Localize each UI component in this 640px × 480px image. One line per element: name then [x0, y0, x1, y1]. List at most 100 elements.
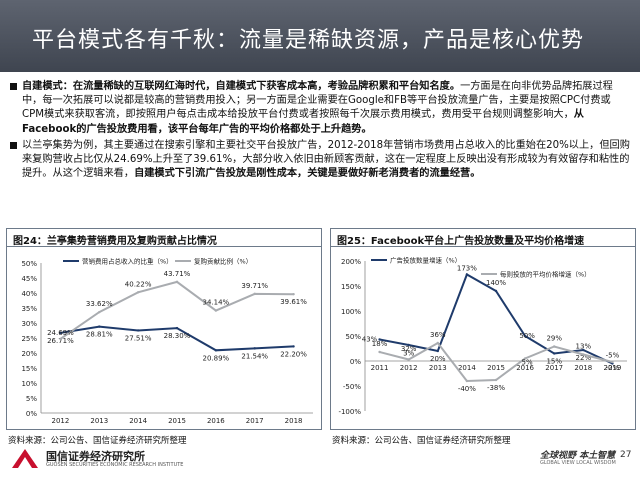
y-tick-label: 40% [21, 290, 37, 298]
x-tick-label: 2012 [52, 417, 70, 425]
chart25-heading: 图25：Facebook平台上广告投放数量及平均价格增速 [331, 229, 635, 247]
footer-org: 国信证券经济研究所 [46, 450, 145, 463]
chart25-svg: 200%150%100%50%0%-50%-100%2011 2012 2013 20… [338, 256, 627, 416]
bullet-icon [10, 83, 17, 90]
y-tick-label: 50% [345, 333, 361, 341]
data-label: 21.54% [241, 352, 268, 360]
x-tick-label: 2013 [429, 364, 447, 372]
y-tick-label: 200% [341, 258, 361, 266]
data-label: 50% [519, 332, 535, 340]
legend-label: 营销费用占总收入的比重（%） [82, 257, 173, 266]
data-point [59, 337, 62, 341]
y-tick-label: 5% [26, 395, 37, 403]
y-tick-label: -100% [338, 408, 361, 416]
data-label: 39.71% [241, 282, 268, 290]
legend-label: 复购贡献比例（%） [194, 257, 252, 266]
data-point [253, 292, 256, 296]
para1-lead: 自建模式：在流量稀缺的互联网红海时代，自建模式下获客成本高，考验品牌积累和平台知… [22, 81, 461, 92]
page-number: 27 [620, 450, 632, 460]
y-tick-label: 50% [21, 260, 37, 268]
data-point [136, 291, 140, 294]
chart25-panel: 图25：Facebook平台上广告投放数量及平均价格增速 200% 150% 100… [330, 228, 636, 430]
x-tick-label: 2012 [400, 364, 418, 372]
y-tick-label: 0% [350, 358, 361, 366]
legend-label: 每则投放的平均价格增速（%） [500, 270, 591, 279]
data-label: 3% [403, 350, 414, 358]
y-tick-label: 10% [21, 380, 37, 388]
y-tick-label: -50% [343, 383, 361, 391]
x-tick-label: 2015 [487, 364, 505, 372]
data-label: 43.71% [164, 270, 191, 278]
data-label: 20% [430, 355, 446, 363]
chart24-heading: 图24：兰亭集势营销费用及复购贡献占比情况 [7, 229, 321, 247]
data-point [611, 360, 614, 364]
paragraph-1: 自建模式：在流量稀缺的互联网红海时代，自建模式下获客成本高，考验品牌积累和平台知… [10, 80, 632, 137]
data-label: 27.51% [125, 334, 152, 342]
data-point [292, 292, 295, 296]
y-tick-label: 25% [21, 335, 37, 343]
data-point [214, 309, 218, 312]
data-point [253, 347, 256, 350]
slide-title: 平台模式各有千秋：流量是稀缺资源，产品是核心优势 [32, 28, 585, 53]
data-label: 13% [576, 343, 592, 351]
body-text: 自建模式：在流量稀缺的互联网红海时代，自建模式下获客成本高，考验品牌积累和平台知… [10, 80, 632, 183]
data-point [436, 341, 439, 345]
data-point [214, 349, 218, 352]
data-label: 36% [430, 331, 446, 339]
data-point [523, 357, 527, 360]
data-label: 33.62% [86, 300, 113, 308]
data-point [582, 353, 585, 356]
para1-tail: 从Facebook的广告投放费用看，该平台每年广告的平均价格都处于上升趋势。 [22, 109, 584, 135]
data-point [465, 273, 469, 276]
chart24-source: 资料来源：公司公告、国信证券经济研究所整理 [8, 436, 187, 446]
data-label: 15% [546, 358, 562, 366]
data-label: -2% [606, 364, 620, 372]
y-tick-label: 20% [21, 350, 37, 358]
data-point [378, 350, 381, 354]
data-label: 29% [546, 335, 562, 343]
data-label: 32% [401, 345, 417, 353]
data-point [407, 343, 410, 347]
y-tick-label: 150% [341, 283, 361, 291]
footer-org-en: GUOSEN SECURITIES ECONOMIC RESEARCH INST… [46, 462, 184, 468]
data-point [582, 348, 585, 352]
data-point [436, 349, 439, 353]
data-point [175, 326, 179, 330]
data-label: 28.81% [86, 331, 113, 339]
data-label: 5% [522, 359, 533, 367]
chart24-svg: 50% 45% 40% 35% 30% 25% 20% 15% 10% 5% 0% 2012 2013 2… [21, 257, 313, 425]
data-point [494, 289, 498, 293]
data-label: 22% [576, 354, 592, 362]
data-point [98, 310, 101, 314]
data-point [553, 345, 556, 348]
x-tick-label: 2017 [545, 364, 563, 372]
para2-tail: 自建模式下引流广告投放是刚性成本，关键是要做好新老消费者的流量经营。 [134, 168, 481, 180]
data-point [553, 352, 556, 355]
title-bar: 平台模式各有千秋：流量是稀缺资源，产品是核心优势 [0, 0, 640, 72]
data-label: 28.30% [164, 332, 191, 340]
bullet-icon [10, 141, 17, 149]
y-tick-label: 30% [21, 320, 37, 328]
y-tick-label: 45% [21, 275, 37, 283]
x-tick-label: 2018 [285, 417, 303, 425]
paragraph-2: 以兰亭集势为例，其主要通过在搜索引擎和主要社交平台投放广告，2012-2018年… [10, 139, 632, 182]
data-label: -5% [606, 352, 620, 360]
x-tick-label: 2019 [604, 364, 622, 372]
footer-slogan-en: GLOBAL VIEW LOCAL WISDOM [540, 460, 616, 466]
x-tick-label: 2013 [90, 417, 108, 425]
data-label: 40.22% [125, 280, 152, 288]
x-tick-label: 2014 [458, 364, 476, 372]
data-label: 22.20% [280, 350, 307, 358]
data-point [378, 338, 381, 341]
data-point [523, 334, 527, 338]
x-tick-label: 2014 [129, 417, 147, 425]
data-label: -38% [487, 384, 505, 392]
x-tick-label: 2015 [168, 417, 186, 425]
x-tick-label: 2016 [207, 417, 225, 425]
x-tick-label: 2017 [246, 417, 264, 425]
data-point [98, 325, 101, 328]
data-point [494, 378, 498, 382]
data-point [59, 331, 62, 335]
data-point [175, 280, 179, 284]
data-label: 20.89% [203, 354, 230, 362]
